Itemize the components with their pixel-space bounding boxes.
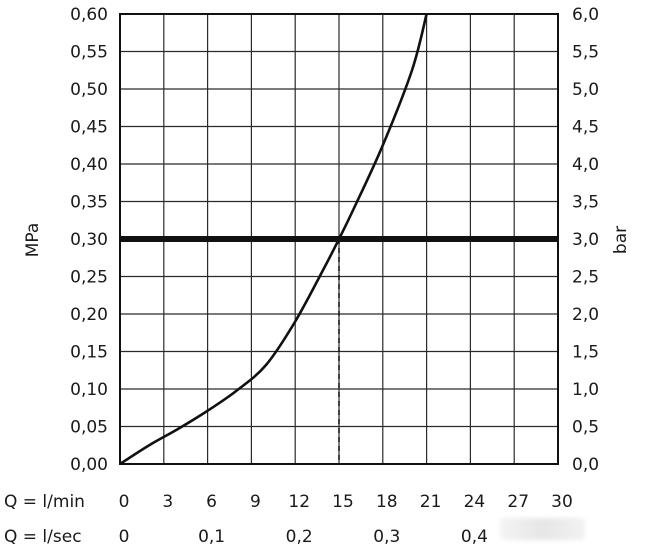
y-tick-label-left: 0,45 bbox=[70, 118, 108, 138]
y-tick-label-left: 0,30 bbox=[70, 230, 108, 250]
x-tick-label-lmin: 21 bbox=[420, 492, 442, 512]
y-tick-label-right: 5,0 bbox=[572, 80, 599, 100]
series bbox=[119, 13, 428, 466]
pressure-curve bbox=[119, 13, 428, 466]
x-tick-label-lmin: 27 bbox=[507, 492, 529, 512]
y-tick-label-right: 1,5 bbox=[572, 343, 599, 363]
y-axis-label-left: MPa bbox=[23, 223, 43, 258]
blurred-watermark bbox=[500, 518, 585, 540]
x2-tick-label-lsec: 0,4 bbox=[461, 527, 488, 547]
y-tick-label-left: 0,35 bbox=[70, 193, 108, 213]
x2-tick-label-lsec: 0 bbox=[119, 527, 130, 547]
x-tick-label-lmin: 30 bbox=[551, 492, 573, 512]
x-tick-label-lmin: 6 bbox=[206, 492, 217, 512]
x-tick-label-lmin: 15 bbox=[332, 492, 354, 512]
y-axis-label-right: bar bbox=[611, 226, 631, 254]
y-tick-label-right: 1,0 bbox=[572, 380, 599, 400]
x-tick-label-lmin: 12 bbox=[288, 492, 310, 512]
y-tick-label-right: 3,5 bbox=[572, 193, 599, 213]
y-tick-label-left: 0,50 bbox=[70, 80, 108, 100]
x2-tick-label-lsec: 0,2 bbox=[286, 527, 313, 547]
plot-frame bbox=[119, 13, 559, 465]
y-tick-label-right: 4,0 bbox=[572, 155, 599, 175]
x-tick-label-lmin: 0 bbox=[119, 492, 130, 512]
y-tick-label-right: 0,0 bbox=[572, 455, 599, 475]
x-axis-row-label-lmin: Q = l/min bbox=[4, 492, 85, 512]
y-tick-label-left: 0,10 bbox=[70, 380, 108, 400]
y-tick-label-right: 2,0 bbox=[572, 305, 599, 325]
y-tick-label-left: 0,15 bbox=[70, 343, 108, 363]
x2-tick-label-lsec: 0,3 bbox=[373, 527, 400, 547]
tick-labels: 0,000,050,100,150,200,250,300,350,400,45… bbox=[70, 5, 599, 547]
y-tick-label-left: 0,20 bbox=[70, 305, 108, 325]
x-tick-label-lmin: 9 bbox=[250, 492, 261, 512]
x-tick-label-lmin: 24 bbox=[464, 492, 486, 512]
y-tick-label-right: 2,5 bbox=[572, 268, 599, 288]
y-tick-label-right: 5,5 bbox=[572, 43, 599, 63]
y-tick-label-right: 3,0 bbox=[572, 230, 599, 250]
x-tick-label-lmin: 3 bbox=[162, 492, 173, 512]
y-tick-label-left: 0,40 bbox=[70, 155, 108, 175]
x-axis-row-label-lsec: Q = l/sec bbox=[4, 527, 82, 547]
y-tick-label-left: 0,05 bbox=[70, 418, 108, 438]
y-tick-label-right: 6,0 bbox=[572, 5, 599, 25]
y-tick-label-left: 0,60 bbox=[70, 5, 108, 25]
y-tick-label-right: 0,5 bbox=[572, 418, 599, 438]
y-tick-label-left: 0,55 bbox=[70, 43, 108, 63]
x-tick-label-lmin: 18 bbox=[376, 492, 398, 512]
y-tick-label-left: 0,25 bbox=[70, 268, 108, 288]
y-tick-label-right: 4,5 bbox=[572, 118, 599, 138]
x2-tick-label-lsec: 0,1 bbox=[198, 527, 225, 547]
plot-border bbox=[119, 13, 559, 465]
y-tick-label-left: 0,00 bbox=[70, 455, 108, 475]
